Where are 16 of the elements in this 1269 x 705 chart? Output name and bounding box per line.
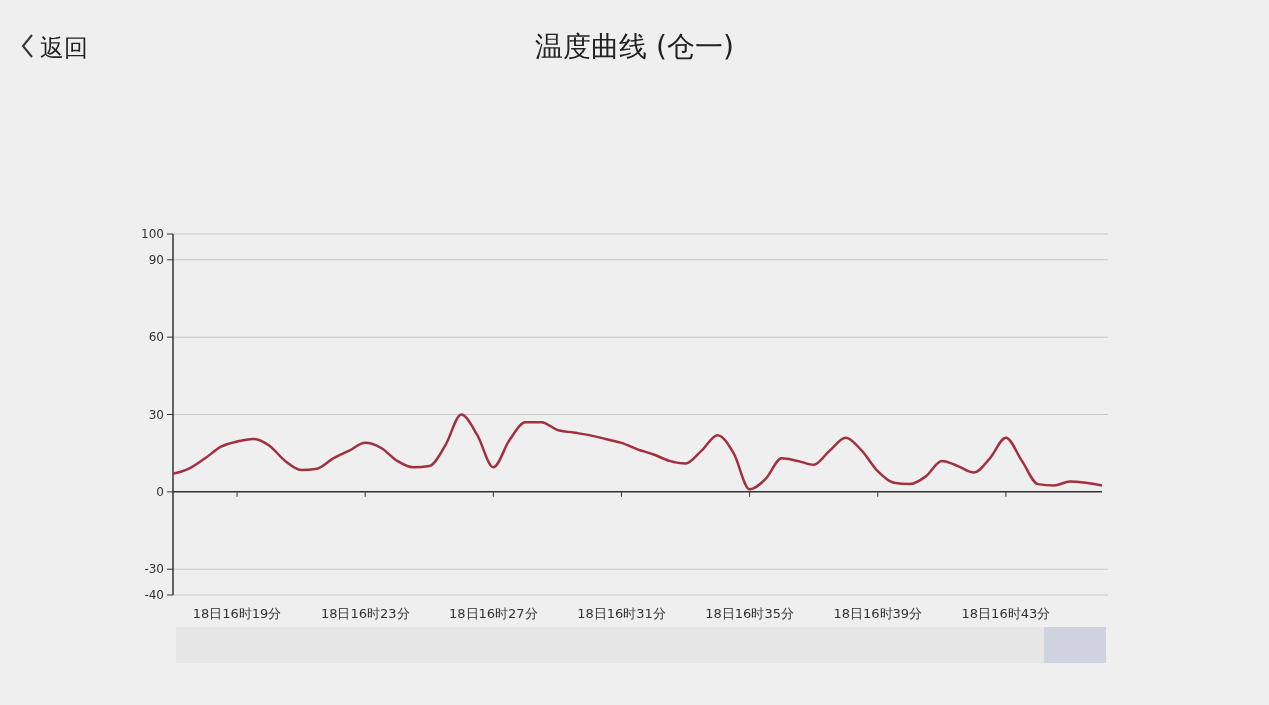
x-tick-label: 18日16时23分 xyxy=(320,606,410,621)
text: 返回 xyxy=(40,34,88,62)
y-tick-label: 90 xyxy=(148,252,164,267)
x-tick-label: 18日16时35分 xyxy=(705,606,794,621)
y-tick-label: 60 xyxy=(148,330,164,345)
x-tick-label: 18日16时43分 xyxy=(961,606,1051,621)
x-tick-label: 18日16时31分 xyxy=(577,606,666,621)
y-tick-label: -40 xyxy=(144,588,164,603)
x-tick-label: 18日16时39分 xyxy=(833,606,923,621)
x-tick-label: 18日16时19分 xyxy=(192,606,282,621)
y-tick-label: -30 xyxy=(144,562,164,577)
y-tick-label: 30 xyxy=(148,407,164,422)
y-tick-label: 0 xyxy=(156,485,164,500)
x-tick-label: 18日16时27分 xyxy=(449,606,538,621)
chart-title: 温度曲线 (仓一) xyxy=(535,30,734,63)
y-tick-label: 100 xyxy=(141,227,164,242)
